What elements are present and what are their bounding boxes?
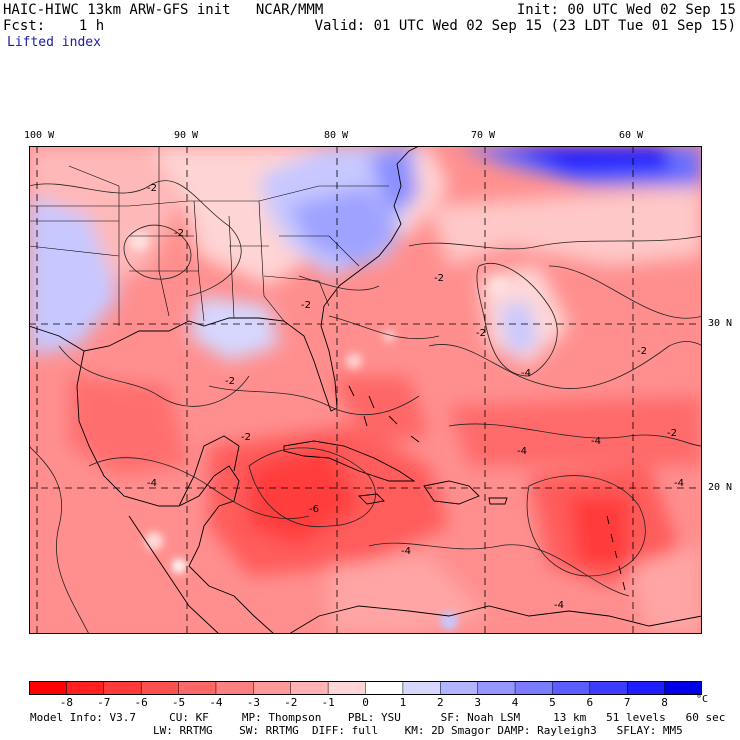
contour-label: -6: [309, 504, 319, 515]
colorbar-tick-label: -6: [129, 696, 153, 709]
colorbar-cell: [478, 681, 516, 695]
colorbar-cell: [665, 681, 702, 695]
colorbar-unit: °C: [696, 694, 708, 705]
colorbar-tick-label: -2: [279, 696, 303, 709]
field-name: Lifted index: [7, 35, 101, 50]
contour-label: -2: [301, 300, 311, 311]
colorbar-cell: [179, 681, 217, 695]
lon-label-70w: 70 W: [471, 130, 495, 141]
contour-label: -4: [674, 478, 684, 489]
lon-label-100w: 100 W: [24, 130, 54, 141]
lon-label-60w: 60 W: [619, 130, 643, 141]
lat-label-20n: 20 N: [708, 482, 732, 493]
colorbar-cell: [216, 681, 254, 695]
contour-label: -2: [667, 428, 677, 439]
colorbar-cell: [328, 681, 366, 695]
contour-label: -2: [476, 328, 486, 339]
colorbar-tick-label: 4: [503, 696, 527, 709]
colorbar-tick-label: -8: [54, 696, 78, 709]
contour-label: -2: [241, 432, 251, 443]
colorbar-cell: [253, 681, 291, 695]
colorbar-tick-label: -4: [204, 696, 228, 709]
colorbar-cell: [552, 681, 590, 695]
colorbar-tick-label: 2: [428, 696, 452, 709]
model-info-line2: LW: RRTMG SW: RRTMG DIFF: full KM: 2D Sm…: [153, 724, 683, 737]
contour-label: -2: [147, 183, 157, 194]
contour-label: -4: [401, 546, 411, 557]
colorbar-tick-label: 0: [354, 696, 378, 709]
colorbar-cell: [104, 681, 142, 695]
colorbar-tick-label: 7: [615, 696, 639, 709]
colorbar-cell: [440, 681, 478, 695]
colorbar-cell: [515, 681, 553, 695]
lat-label-30n: 30 N: [708, 318, 732, 329]
colorbar: [29, 681, 702, 695]
colorbar-tick-label: 8: [653, 696, 677, 709]
model-info-line1: Model Info: V3.7 CU: KF MP: Thompson PBL…: [30, 711, 725, 724]
colorbar-tick-label: -5: [167, 696, 191, 709]
contour-label: -2: [434, 273, 444, 284]
valid-time: Valid: 01 UTC Wed 02 Sep 15 (23 LDT Tue …: [315, 18, 736, 34]
lon-label-90w: 90 W: [174, 130, 198, 141]
contour-label: -4: [147, 478, 157, 489]
forecast-hour: Fcst: 1 h: [3, 18, 104, 34]
contour-label: -2: [637, 346, 647, 357]
colorbar-tick-label: 1: [391, 696, 415, 709]
colorbar-tick-label: 5: [540, 696, 564, 709]
lon-label-80w: 80 W: [324, 130, 348, 141]
colorbar-cell: [291, 681, 329, 695]
lifted-index-map: -2 -2 -2 -2 -2 -2 -2 -2 -2 -4 -4 -4 -4 -…: [29, 146, 702, 634]
colorbar-cell: [66, 681, 104, 695]
colorbar-cell: [590, 681, 628, 695]
contour-label: -4: [521, 368, 531, 379]
contour-label: -2: [174, 228, 184, 239]
contour-label: -4: [591, 436, 601, 447]
colorbar-tick-label: -1: [316, 696, 340, 709]
model-title: HAIC-HIWC 13km ARW-GFS init NCAR/MMM: [3, 2, 323, 18]
init-time: Init: 00 UTC Wed 02 Sep 15: [517, 2, 736, 18]
colorbar-tick-label: -3: [241, 696, 265, 709]
contour-label: -4: [554, 600, 564, 611]
colorbar-cell: [141, 681, 179, 695]
colorbar-cell: [366, 681, 404, 695]
contour-label: -2: [225, 376, 235, 387]
colorbar-cell: [29, 681, 67, 695]
colorbar-tick-label: -7: [92, 696, 116, 709]
colorbar-tick-label: 6: [578, 696, 602, 709]
colorbar-cell: [403, 681, 441, 695]
colorbar-tick-label: 3: [466, 696, 490, 709]
colorbar-cell: [627, 681, 665, 695]
contour-label: -4: [517, 446, 527, 457]
